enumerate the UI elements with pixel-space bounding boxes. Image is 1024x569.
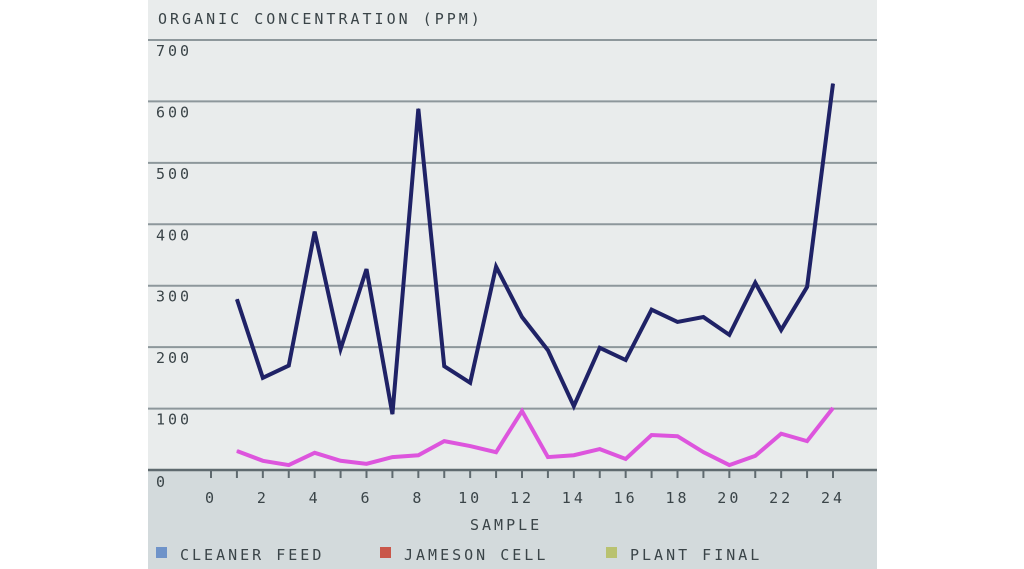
data-point	[443, 365, 445, 367]
data-point	[599, 448, 601, 450]
y-tick-label: 700	[156, 42, 192, 60]
data-point	[417, 454, 419, 456]
data-point	[728, 464, 730, 466]
data-point	[599, 347, 601, 349]
x-tick-label: 16	[614, 489, 638, 507]
data-point	[625, 359, 627, 361]
data-point	[495, 451, 497, 453]
data-point	[806, 286, 808, 288]
x-axis-label: SAMPLE	[470, 516, 542, 534]
legend-label: JAMESON CELL	[404, 546, 548, 564]
data-point	[469, 445, 471, 447]
chart-title: ORGANIC CONCENTRATION (PPM)	[158, 10, 483, 28]
series-line-0	[235, 83, 835, 415]
y-tick-label: 400	[156, 226, 192, 244]
data-point	[702, 451, 704, 453]
line-chart: ORGANIC CONCENTRATION (PPM) 010020030040…	[148, 10, 877, 564]
data-point	[236, 450, 238, 452]
x-tick-label: 24	[821, 489, 845, 507]
y-tick-label: 500	[156, 165, 192, 183]
y-tick-label: 600	[156, 103, 192, 121]
x-tick-label: 20	[717, 489, 741, 507]
data-point	[832, 83, 834, 85]
data-point	[573, 405, 575, 407]
y-tick-label: 0	[156, 473, 168, 491]
data-point	[547, 349, 549, 351]
legend-label: PLANT FINAL	[630, 546, 762, 564]
legend-label: CLEANER FEED	[180, 546, 324, 564]
data-point	[651, 434, 653, 436]
data-point	[780, 433, 782, 435]
series-line-1	[236, 406, 835, 468]
legend-swatch	[156, 547, 167, 558]
data-point	[391, 413, 393, 415]
x-tick-label: 2	[257, 489, 269, 507]
x-tick-label: 18	[665, 489, 689, 507]
y-tick-label: 200	[156, 349, 192, 367]
data-point	[314, 452, 316, 454]
data-point	[780, 329, 782, 331]
data-point	[702, 316, 704, 318]
x-tick-label: 12	[510, 489, 534, 507]
data-point	[728, 334, 730, 336]
data-point	[754, 455, 756, 457]
data-point	[677, 321, 678, 323]
data-point	[391, 456, 393, 458]
data-point	[469, 382, 471, 384]
data-point	[677, 435, 678, 437]
x-tick-label: 0	[205, 489, 217, 507]
x-tick-label: 22	[769, 489, 793, 507]
data-point	[625, 458, 627, 460]
axis-band	[148, 471, 877, 569]
x-tick-label: 6	[360, 489, 372, 507]
data-point	[288, 365, 290, 367]
data-point	[754, 282, 756, 284]
data-point	[262, 377, 264, 379]
data-point	[573, 454, 575, 456]
data-point	[366, 268, 367, 270]
data-point	[417, 108, 419, 110]
legend-swatch	[606, 547, 617, 558]
data-point	[443, 440, 445, 442]
data-point	[236, 298, 238, 300]
x-tick-label: 4	[309, 489, 321, 507]
data-point	[547, 456, 549, 458]
chart-panel: ORGANIC CONCENTRATION (PPM) 0 100 200 300 40…	[148, 0, 877, 569]
data-point	[521, 316, 523, 318]
legend-swatch	[380, 547, 391, 558]
x-tick-label: 8	[412, 489, 424, 507]
data-point	[495, 266, 497, 268]
data-point	[832, 407, 834, 409]
data-point	[314, 231, 316, 233]
data-point	[651, 309, 653, 311]
data-point	[262, 460, 264, 462]
y-tick-label: 300	[156, 288, 192, 306]
data-point	[288, 464, 290, 466]
y-tick-label: 100	[156, 411, 192, 429]
x-tick-label: 14	[562, 489, 586, 507]
data-point	[340, 348, 342, 350]
x-tick-label: 10	[458, 489, 482, 507]
data-point	[366, 463, 367, 465]
data-point	[806, 440, 808, 442]
data-point	[521, 410, 523, 412]
data-point	[340, 460, 342, 462]
